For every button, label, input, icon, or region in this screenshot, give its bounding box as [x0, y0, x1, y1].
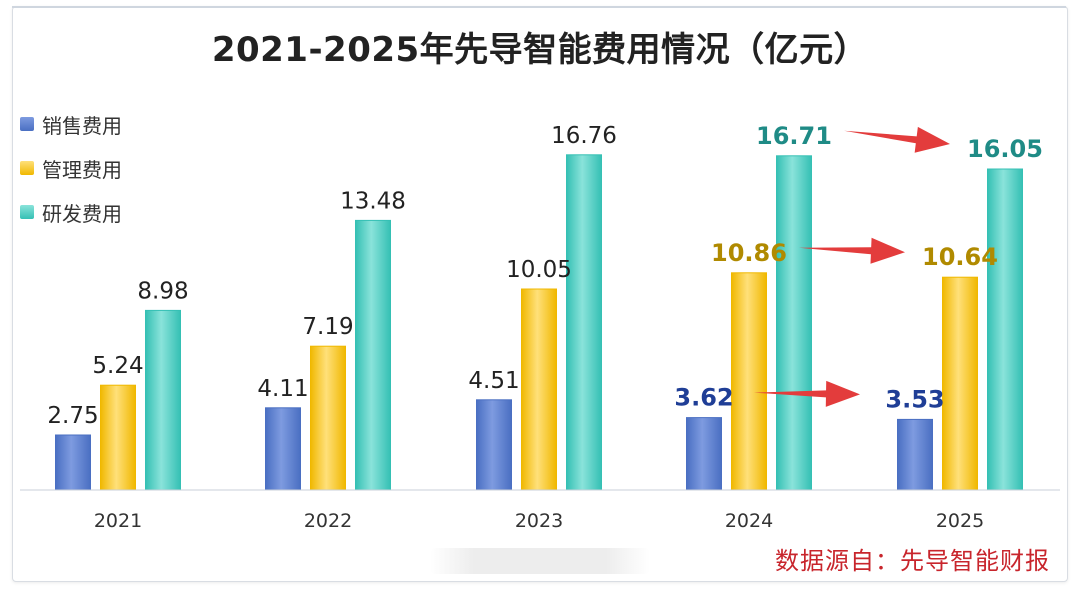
bar-2021-2 — [145, 309, 181, 491]
bar-2022-1 — [310, 345, 346, 491]
data-label-2025-0: 3.53 — [885, 385, 944, 413]
bar-2025-2 — [987, 168, 1023, 491]
data-label-2023-1: 10.05 — [506, 257, 572, 283]
annotation-arrows-layer — [754, 126, 950, 407]
data-label-2024-0: 3.62 — [674, 384, 733, 412]
watermark-blur — [430, 548, 650, 574]
bars-layer — [55, 154, 1023, 491]
data-label-2025-2: 16.05 — [967, 135, 1043, 163]
legend-item-management: 管理费用 — [20, 146, 122, 190]
data-label-2022-1: 7.19 — [302, 314, 353, 340]
legend-swatch-management — [20, 161, 34, 175]
legend-swatch-sales — [20, 117, 34, 131]
data-label-2023-0: 4.51 — [468, 368, 519, 394]
legend-label-rnd: 研发费用 — [42, 201, 122, 226]
bar-2025-0 — [897, 418, 933, 491]
source-note: 数据源自：先导智能财报 — [775, 547, 1050, 575]
legend-label-sales: 销售费用 — [42, 113, 122, 138]
x-tick-2023: 2023 — [515, 510, 563, 532]
bar-2023-2 — [566, 154, 602, 491]
bar-2024-0 — [686, 417, 722, 491]
data-label-2021-0: 2.75 — [47, 403, 98, 429]
data-label-2021-1: 5.24 — [92, 353, 143, 379]
legend-label-management: 管理费用 — [42, 157, 122, 182]
bar-2021-1 — [100, 384, 136, 491]
data-label-2024-1: 10.86 — [711, 239, 787, 267]
x-tick-2022: 2022 — [304, 510, 352, 532]
data-label-2021-2: 8.98 — [137, 278, 188, 304]
legend: 销售费用 管理费用 研发费用 — [20, 102, 122, 234]
frame-top-border — [12, 6, 1066, 8]
bar-2024-2 — [776, 155, 812, 491]
data-label-2023-2: 16.76 — [551, 123, 617, 149]
bar-2024-1 — [731, 272, 767, 491]
annotation-arrow-0 — [754, 380, 860, 407]
legend-item-rnd: 研发费用 — [20, 190, 122, 234]
x-axis: 2021 2022 2023 2024 2025 — [20, 489, 1060, 532]
data-label-2022-0: 4.11 — [257, 376, 308, 402]
bar-2022-0 — [265, 407, 301, 491]
bar-2023-0 — [476, 399, 512, 491]
bar-2021-0 — [55, 434, 91, 491]
annotation-arrow-1 — [799, 237, 905, 264]
data-label-2022-2: 13.48 — [340, 188, 406, 214]
data-labels-layer: 2.75 5.24 8.98 4.11 7.19 13.48 4.51 10.05 16.76 3… — [47, 122, 1043, 429]
x-tick-2021: 2021 — [94, 510, 142, 532]
legend-swatch-rnd — [20, 205, 34, 219]
bar-2022-2 — [355, 219, 391, 491]
x-tick-2025: 2025 — [936, 510, 984, 532]
annotation-arrow-2 — [844, 126, 950, 153]
x-tick-2024: 2024 — [725, 510, 773, 532]
data-label-2025-1: 10.64 — [922, 243, 998, 271]
chart-title: 2021-2025年先导智能费用情况（亿元） — [211, 30, 869, 70]
legend-item-sales: 销售费用 — [20, 102, 122, 146]
data-label-2024-2: 16.71 — [756, 122, 832, 150]
bar-2025-1 — [942, 276, 978, 491]
bar-2023-1 — [521, 288, 557, 491]
